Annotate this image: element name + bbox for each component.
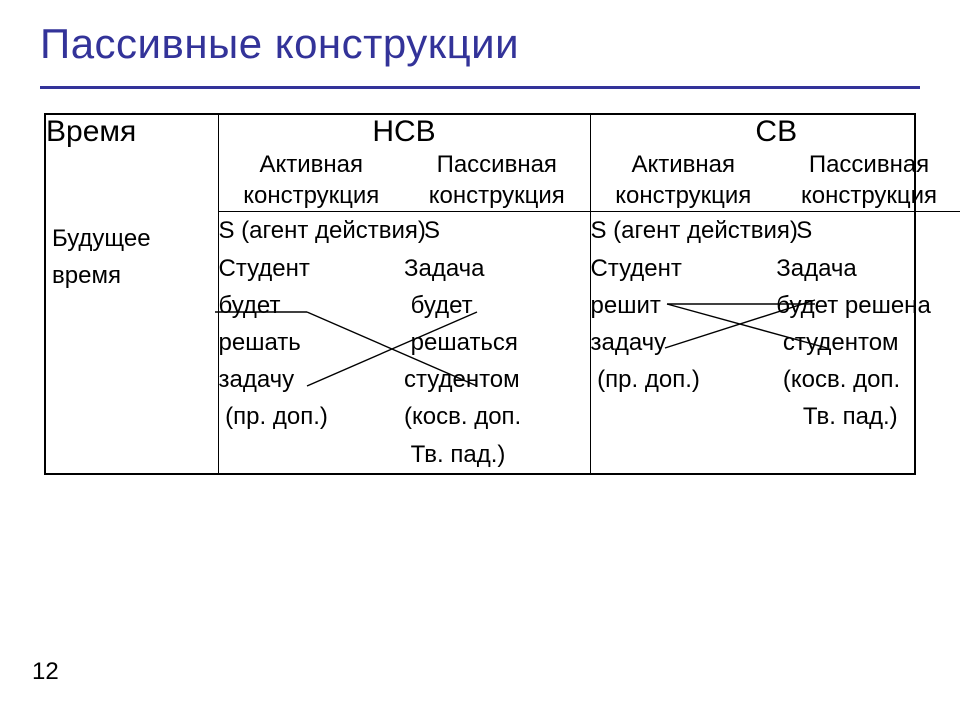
slide: Пассивные конструкции Время НСВ СВ Актив… xyxy=(0,0,960,720)
page-number: 12 xyxy=(32,658,59,686)
row-label-text: Будущее время xyxy=(52,225,151,289)
group-header-nsv: НСВ xyxy=(218,115,590,149)
body-row-future: Будущее время S (агент действия) Студент… xyxy=(46,212,960,473)
title-rule xyxy=(40,86,920,89)
cell-nsv-inner: S (агент действия) Студент будет решать … xyxy=(219,212,590,472)
group-header-sv: СВ xyxy=(590,115,960,149)
slide-title: Пассивные конструкции xyxy=(40,20,920,68)
row-label-future: Будущее время xyxy=(46,212,218,473)
cell-sv-passive-text: S Задача будет решена студентом (косв. д… xyxy=(776,217,931,430)
cell-nsv: S (агент действия) Студент будет решать … xyxy=(218,212,590,473)
header-row-groups: Время НСВ СВ xyxy=(46,115,960,149)
sub-header-3: Пассивная конструкция xyxy=(776,149,960,212)
sub-header-0-text: Активная конструкция xyxy=(243,151,379,209)
grammar-table: Время НСВ СВ Активная конструкция Пассив… xyxy=(44,113,916,475)
sub-header-3-text: Пассивная конструкция xyxy=(801,151,937,209)
sub-header-2: Активная конструкция xyxy=(590,149,776,212)
sub-header-1-text: Пассивная конструкция xyxy=(429,151,565,209)
cell-nsv-active-text: S (агент действия) Студент будет решать … xyxy=(219,217,426,430)
cell-sv-active-text: S (агент действия) Студент решит задачу … xyxy=(591,217,798,393)
cell-nsv-passive-text: S Задача будет решаться студентом (косв.… xyxy=(404,217,521,467)
cell-sv: S (агент действия) Студент решит задачу … xyxy=(590,212,960,473)
sub-header-2-text: Активная конструкция xyxy=(615,151,751,209)
cell-sv-inner: S (агент действия) Студент решит задачу … xyxy=(591,212,960,435)
grammar-table-inner: Время НСВ СВ Активная конструкция Пассив… xyxy=(46,115,960,473)
time-header: Время xyxy=(46,115,218,212)
sub-header-1: Пассивная конструкция xyxy=(404,149,590,212)
sub-header-0: Активная конструкция xyxy=(218,149,404,212)
